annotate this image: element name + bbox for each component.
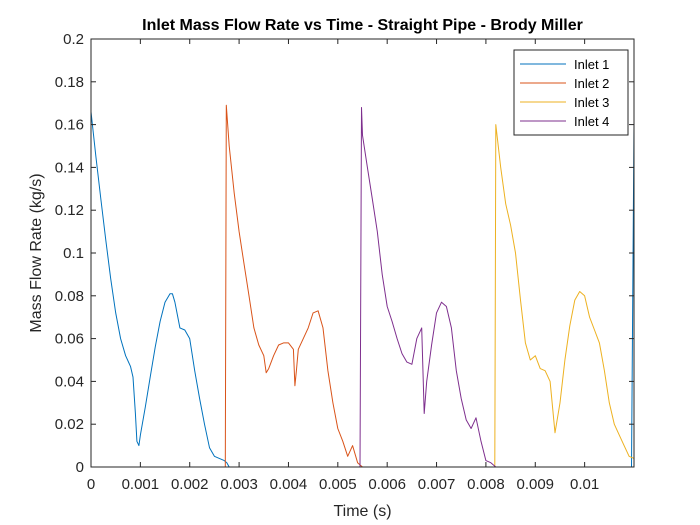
y-tick-label: 0.16 (55, 117, 84, 134)
x-tick-label: 0.008 (467, 476, 505, 493)
series-line-inlet-1 (90, 111, 635, 468)
y-axis-label: Mass Flow Rate (kg/s) (28, 173, 45, 332)
axes-layer: 0 0.001 0.002 0.003 0.004 0.005 0.006 0.007 0.00… (55, 31, 635, 493)
x-axis-label: Time (s) (333, 503, 391, 520)
x-tick-label: 0.005 (319, 476, 357, 493)
x-tick-label: 0.001 (122, 476, 160, 493)
x-tick-label: 0.01 (570, 476, 599, 493)
series-line-inlet-4 (91, 107, 634, 468)
x-tick-label: 0.004 (270, 476, 308, 493)
y-tick-label: 0.2 (63, 31, 84, 48)
legend: Inlet 1 Inlet 2 Inlet 3 Inlet 4 (513, 49, 629, 136)
legend-label-inlet-1: Inlet 1 (574, 57, 609, 72)
chart-title: Inlet Mass Flow Rate vs Time - Straight … (142, 17, 583, 34)
legend-label-inlet-3: Inlet 3 (574, 95, 609, 110)
series-line-inlet-3 (91, 124, 635, 468)
y-tick-label: 0.18 (55, 74, 84, 91)
y-tick-label: 0.12 (55, 202, 84, 219)
legend-label-inlet-4: Inlet 4 (574, 114, 609, 129)
x-tick-label: 0.006 (368, 476, 406, 493)
y-tick-label: 0.1 (63, 245, 84, 262)
y-tick-label: 0.02 (55, 416, 84, 433)
legend-label-inlet-2: Inlet 2 (574, 76, 609, 91)
y-tick-label: 0.14 (55, 159, 84, 176)
y-tick-label: 0.08 (55, 288, 84, 305)
x-tick-label: 0.007 (418, 476, 456, 493)
x-tick-label: 0 (87, 476, 95, 493)
legend-box (513, 49, 629, 136)
y-tick-label: 0.06 (55, 331, 84, 348)
y-tick-label: 0.04 (55, 373, 84, 390)
series-line-inlet-2 (91, 104, 634, 468)
x-tick-label: 0.002 (171, 476, 209, 493)
x-tick-label: 0.003 (220, 476, 258, 493)
series-layer (90, 104, 635, 468)
y-tick-label: 0 (76, 459, 84, 476)
x-tick-label: 0.009 (516, 476, 554, 493)
